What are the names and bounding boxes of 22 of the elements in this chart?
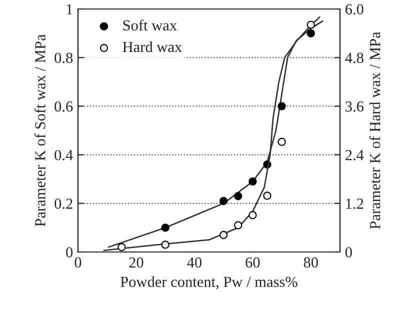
y2-tick-label: 3.6 <box>346 101 364 112</box>
y-tick-label: 0.8 <box>54 52 73 64</box>
y2-tick-label: 6.0 <box>346 4 364 15</box>
y-tick-label: 1 <box>66 4 72 14</box>
x-tick-label: 0 <box>74 257 82 268</box>
y2-tick-label: 1.2 <box>346 198 364 209</box>
y-axis-title: Parameter K of Soft wax / MPa <box>34 34 46 226</box>
legend-label: Hard wax <box>122 41 182 52</box>
legend-label: Soft wax <box>123 20 177 31</box>
y-tick-label: 0.6 <box>54 101 73 112</box>
x-tick-label: 20 <box>129 257 144 268</box>
x-axis-title: Powder content, Pw / mass% <box>120 276 298 290</box>
x-tick-label: 60 <box>246 257 260 268</box>
y2-tick-label: 0 <box>345 247 352 258</box>
y-tick-label: 0.4 <box>54 150 73 160</box>
x-tick-label: 80 <box>304 257 318 268</box>
y-tick-label: 0.2 <box>54 198 72 209</box>
y-tick-label: 0 <box>66 247 73 258</box>
y2-tick-label: 4.8 <box>345 52 364 64</box>
x-tick-label: 40 <box>187 257 202 268</box>
y2-axis-title: Parameter K of Hard wax / MPa <box>369 32 380 229</box>
y2-tick-label: 2.4 <box>346 150 364 160</box>
